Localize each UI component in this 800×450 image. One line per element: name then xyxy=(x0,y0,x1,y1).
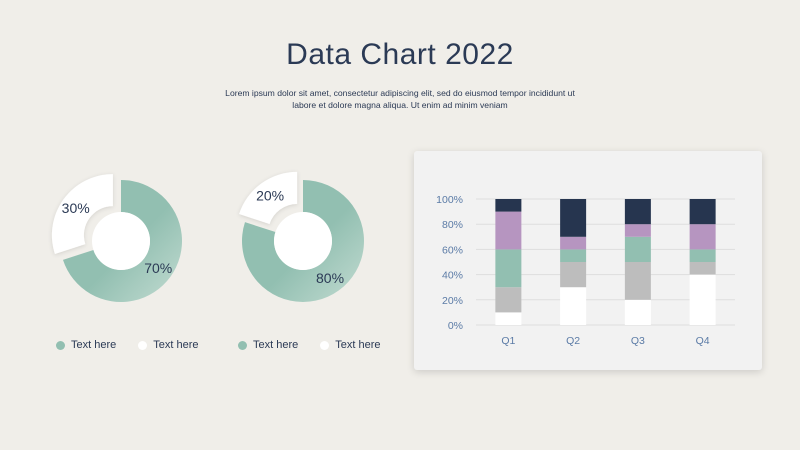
legend-swatch xyxy=(320,340,330,350)
slice-value-label: 70% xyxy=(144,260,172,276)
bar-segment xyxy=(624,224,651,237)
slice-value-label: 30% xyxy=(62,200,90,216)
page-subtitle: Lorem ipsum dolor sit amet, consectetur … xyxy=(225,88,575,110)
donut-slice xyxy=(239,171,298,224)
x-tick-label: Q1 xyxy=(501,335,515,347)
legend-label: Text here xyxy=(153,339,199,351)
legend-swatch xyxy=(138,340,148,350)
y-tick-label: 20% xyxy=(442,295,463,307)
donut-1-legend: Text here Text here xyxy=(56,337,221,353)
bar-segment xyxy=(560,249,587,262)
slice-value-label: 20% xyxy=(256,188,284,204)
legend-swatch xyxy=(238,340,247,350)
bar-segment xyxy=(624,199,651,225)
bar-segment xyxy=(689,262,716,275)
legend-item: Text here xyxy=(56,339,116,351)
bar-segment xyxy=(495,249,522,288)
bar-segment xyxy=(495,312,522,325)
legend-item: Text here xyxy=(238,339,298,351)
x-tick-label: Q4 xyxy=(696,335,710,347)
legend-label: Text here xyxy=(335,339,381,351)
page-title: Data Chart 2022 xyxy=(286,38,514,71)
x-tick-label: Q2 xyxy=(566,335,580,347)
legend-item: Text here xyxy=(138,339,199,351)
y-tick-label: 100% xyxy=(436,194,463,206)
bar-segment xyxy=(689,249,716,262)
donut-chart: 80% 20% xyxy=(239,171,364,302)
x-tick-label: Q3 xyxy=(631,335,645,347)
stacked-bar-chart: 0% 20% 40% 60% 80% 100% Q1 Q2 Q3 Q4 xyxy=(436,194,735,347)
y-tick-label: 40% xyxy=(442,270,463,282)
donut-charts: 70% 30% 80% 20% xyxy=(51,171,364,302)
donut-slice xyxy=(51,174,113,254)
legend-item: Text here xyxy=(320,339,381,351)
bar-segment xyxy=(624,299,651,325)
bar-segment xyxy=(689,224,716,250)
donut-slice xyxy=(62,180,182,302)
bar-segment xyxy=(495,199,522,212)
donut-hole xyxy=(274,212,332,270)
bar-segment xyxy=(495,287,522,313)
legend-label: Text here xyxy=(71,339,117,351)
donut-slice xyxy=(241,180,364,302)
bar-segment xyxy=(560,287,587,325)
bar-segment xyxy=(624,236,651,262)
bar-segment xyxy=(560,262,587,288)
donut-chart: 70% 30% xyxy=(51,174,182,302)
bar-segment xyxy=(624,262,651,300)
bar-segment xyxy=(689,274,716,325)
bar-segment xyxy=(495,211,522,250)
legend-swatch xyxy=(56,340,65,350)
donut-2-legend: Text here Text here xyxy=(238,337,403,353)
y-tick-label: 60% xyxy=(442,244,463,256)
slice-value-label: 80% xyxy=(316,270,344,286)
bar-segment xyxy=(689,199,716,225)
bar-segment xyxy=(560,236,587,250)
bar-segment xyxy=(560,199,587,237)
legend-label: Text here xyxy=(253,339,299,351)
bar-chart-panel: 0% 20% 40% 60% 80% 100% Q1 Q2 Q3 Q4 xyxy=(414,151,762,370)
y-tick-label: 0% xyxy=(448,320,463,332)
y-tick-label: 80% xyxy=(442,219,463,231)
donut-hole xyxy=(92,212,150,270)
